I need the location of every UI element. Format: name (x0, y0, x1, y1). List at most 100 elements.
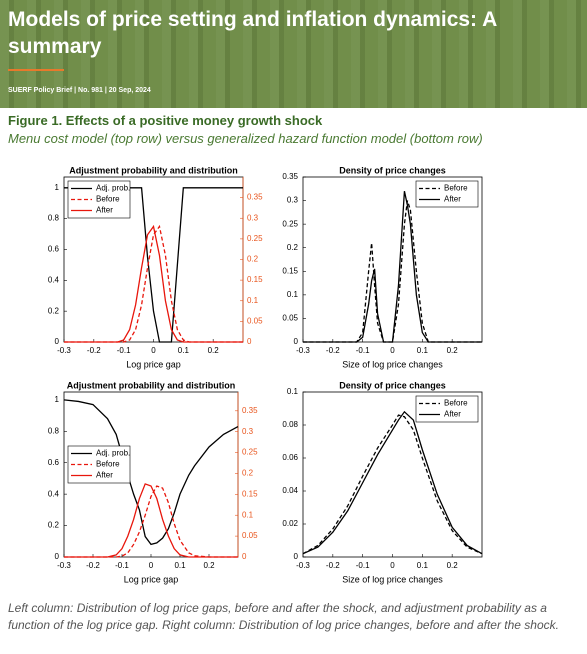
x-tick-label: 0.2 (447, 346, 459, 355)
y2-tick-label: 0.25 (242, 448, 258, 457)
y-tick-label: 0.4 (48, 489, 60, 498)
y2-tick-label: 0.25 (247, 234, 263, 243)
y2-tick-label: 0 (242, 552, 247, 561)
y-tick-label: 0.25 (282, 219, 298, 228)
brief-meta: SUERF Policy Brief | No. 981 | 20 Sep, 2… (8, 87, 151, 94)
series-line (64, 483, 238, 558)
y-tick-label: 0.04 (282, 486, 298, 495)
x-tick-label: 0 (151, 346, 156, 355)
x-tick-label: 0 (149, 561, 154, 570)
x-tick-label: -0.3 (57, 346, 71, 355)
y-tick-label: 1 (55, 395, 60, 404)
y-tick-label: 0.4 (48, 275, 60, 284)
y-tick-label: 0.08 (282, 420, 298, 429)
x-tick-label: 0.2 (447, 561, 459, 570)
series-line (302, 414, 483, 555)
y2-tick-label: 0.35 (247, 193, 263, 202)
chart-title: Adjustment probability and distribution (67, 380, 236, 390)
x-tick-label: -0.2 (326, 561, 340, 570)
series-line (64, 485, 238, 558)
x-tick-label: -0.1 (117, 346, 131, 355)
legend-label: After (96, 471, 113, 480)
legend-label: After (444, 410, 461, 419)
legend-label: Adj. prob. (96, 449, 130, 458)
x-axis-label: Size of log price changes (342, 359, 443, 369)
y2-tick-label: 0.2 (247, 255, 259, 264)
legend-label: Before (444, 399, 468, 408)
series-line (63, 399, 239, 546)
x-tick-label: 0 (390, 561, 395, 570)
y2-tick-label: 0.3 (242, 427, 254, 436)
page-title: Models of price setting and inflation dy… (8, 8, 497, 58)
y2-tick-label: 0.05 (247, 316, 263, 325)
y2-tick-label: 0.1 (242, 510, 254, 519)
y-tick-label: 0.6 (48, 245, 60, 254)
y-tick-label: 0.2 (48, 521, 60, 530)
figure-subtitle: Menu cost model (top row) versus general… (8, 131, 483, 146)
y2-tick-label: 0.35 (242, 406, 258, 415)
y-tick-label: 0 (55, 337, 60, 346)
y2-tick-label: 0.2 (242, 469, 254, 478)
chart-title: Adjustment probability and distribution (69, 165, 238, 175)
y-tick-label: 0.3 (287, 196, 299, 205)
x-tick-label: 0.1 (178, 346, 190, 355)
x-tick-label: 0 (390, 346, 395, 355)
y-tick-label: 0.05 (282, 314, 298, 323)
x-tick-label: -0.3 (296, 561, 310, 570)
legend-label: After (96, 206, 113, 215)
y-tick-label: 0.2 (48, 306, 60, 315)
y-tick-label: 1 (55, 183, 60, 192)
figure-caption: Left column: Distribution of log price g… (8, 601, 559, 632)
series-line (302, 410, 483, 555)
x-tick-label: -0.2 (86, 561, 100, 570)
y-tick-label: 0 (294, 552, 299, 561)
x-tick-label: -0.1 (115, 561, 129, 570)
figure-title: Figure 1. Effects of a positive money gr… (8, 113, 323, 128)
x-tick-label: 0.2 (208, 346, 220, 355)
y-tick-label: 0.8 (48, 426, 60, 435)
title-rule (8, 69, 64, 71)
series-line (64, 224, 243, 343)
y-tick-label: 0 (294, 337, 299, 346)
legend-box (415, 395, 479, 423)
legend-label: After (444, 195, 461, 204)
y-tick-label: 0.2 (287, 243, 299, 252)
y-tick-label: 0.15 (282, 266, 298, 275)
y-tick-label: 0.35 (282, 172, 298, 181)
y2-tick-label: 0.15 (247, 275, 263, 284)
banner: Models of price setting and inflation dy… (0, 0, 587, 108)
x-tick-label: -0.3 (57, 561, 71, 570)
series-line (303, 191, 482, 343)
y2-tick-label: 0.3 (247, 213, 259, 222)
x-tick-label: -0.3 (296, 346, 310, 355)
y2-tick-label: 0.1 (247, 296, 259, 305)
x-tick-label: 0.1 (174, 561, 186, 570)
x-axis-label: Size of log price changes (342, 574, 443, 584)
chart-title: Density of price changes (339, 380, 446, 390)
y2-tick-label: 0.05 (242, 531, 258, 540)
x-axis-label: Log price gap (124, 574, 179, 584)
y-tick-label: 0.1 (287, 387, 299, 396)
x-tick-label: 0.2 (203, 561, 215, 570)
legend-box (415, 180, 479, 208)
y2-tick-label: 0 (247, 337, 252, 346)
y-tick-label: 0.6 (48, 458, 60, 467)
y-tick-label: 0.8 (48, 214, 60, 223)
series-line (303, 200, 482, 343)
charts: Adjustment probability and distribution L… (48, 165, 483, 584)
x-tick-label: -0.2 (87, 346, 101, 355)
legend-label: Before (96, 195, 120, 204)
y-tick-label: 0 (55, 552, 60, 561)
x-axis-label: Log price gap (126, 359, 181, 369)
x-tick-label: 0.1 (417, 346, 429, 355)
chart-title: Density of price changes (339, 165, 446, 175)
x-tick-label: -0.1 (356, 346, 370, 355)
legend-label: Before (96, 460, 120, 469)
series-line (64, 224, 243, 343)
x-tick-label: -0.2 (326, 346, 340, 355)
x-tick-label: 0.1 (417, 561, 429, 570)
x-tick-label: -0.1 (356, 561, 370, 570)
y-tick-label: 0.02 (282, 519, 298, 528)
y2-tick-label: 0.15 (242, 489, 258, 498)
